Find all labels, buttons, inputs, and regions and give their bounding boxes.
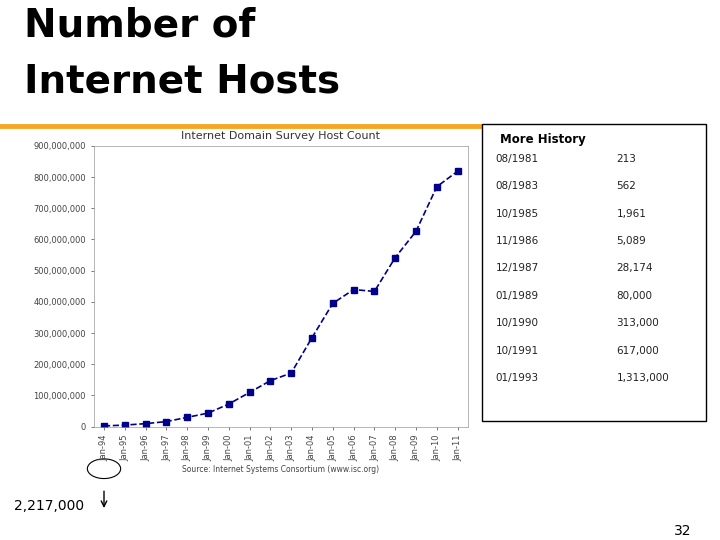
Text: 10/1990: 10/1990 xyxy=(496,318,539,328)
Text: 01/1993: 01/1993 xyxy=(496,373,539,383)
Text: Number of: Number of xyxy=(24,6,256,44)
Text: 562: 562 xyxy=(616,181,636,191)
Text: 28,174: 28,174 xyxy=(616,264,653,273)
Text: 80,000: 80,000 xyxy=(616,291,652,301)
FancyBboxPatch shape xyxy=(482,124,706,421)
Title: Internet Domain Survey Host Count: Internet Domain Survey Host Count xyxy=(181,131,380,141)
Text: 213: 213 xyxy=(616,154,636,164)
Text: 1,313,000: 1,313,000 xyxy=(616,373,669,383)
Text: 11/1986: 11/1986 xyxy=(496,236,539,246)
Text: 12/1987: 12/1987 xyxy=(496,264,539,273)
Text: 617,000: 617,000 xyxy=(616,346,659,356)
Text: 313,000: 313,000 xyxy=(616,318,659,328)
Text: 08/1981: 08/1981 xyxy=(496,154,539,164)
Text: 01/1989: 01/1989 xyxy=(496,291,539,301)
X-axis label: Source: Internet Systems Consortium (www.isc.org): Source: Internet Systems Consortium (www… xyxy=(182,465,379,474)
Text: 10/1991: 10/1991 xyxy=(496,346,539,356)
Text: More History: More History xyxy=(500,133,586,146)
Text: 32: 32 xyxy=(674,524,691,538)
Text: 1,961: 1,961 xyxy=(616,208,646,219)
Text: 10/1985: 10/1985 xyxy=(496,208,539,219)
Text: Internet Hosts: Internet Hosts xyxy=(24,62,341,100)
Text: 2,217,000: 2,217,000 xyxy=(14,500,84,514)
Text: 08/1983: 08/1983 xyxy=(496,181,539,191)
Text: 5,089: 5,089 xyxy=(616,236,646,246)
